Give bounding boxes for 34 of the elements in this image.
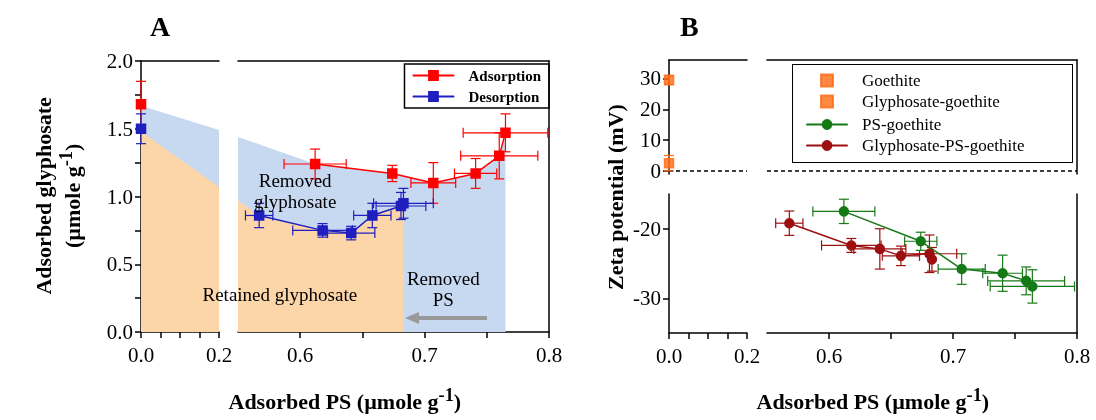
y-tick-label: 30 <box>640 66 661 91</box>
y-tick-label: 20 <box>640 97 661 122</box>
x-tick-label: 0.8 <box>535 342 563 367</box>
chart-title: A <box>150 11 171 43</box>
y-tick-label: 1.0 <box>106 184 133 209</box>
legend-label: PS-goethite <box>862 115 942 134</box>
x-tick-label: 0.6 <box>815 343 843 368</box>
x-axis-title: Adsorbed PS (µmole g$^{-1}$) <box>228 385 462 415</box>
x-tick-label: 0.7 <box>939 343 967 368</box>
chart-title: B <box>680 11 699 43</box>
y-tick-label: 0 <box>650 158 661 183</box>
y-tick-label: -30 <box>633 286 661 311</box>
y-axis-title: Zeta potential (mV) <box>602 104 628 290</box>
x-tick-label: 0.7 <box>411 342 438 367</box>
x-tick-label: 0.6 <box>287 342 314 367</box>
y-tick-label: 1.5 <box>106 116 133 141</box>
legend-label: Desorption <box>468 88 540 105</box>
legend-label: Adsorption <box>468 67 542 84</box>
annotation: Removed glyphosate <box>254 170 337 213</box>
legend-label: Goethite <box>862 71 921 90</box>
x-tick-label: 0.0 <box>127 342 155 367</box>
y-tick-label: 0.5 <box>106 252 133 277</box>
annotation: Retained glyphosate <box>202 283 358 306</box>
y-tick-label: 2.0 <box>106 49 133 73</box>
y-tick-label: 0.0 <box>106 320 133 344</box>
legend-label: Glyphosate-PS-goethite <box>862 136 1025 155</box>
y-tick-label: -20 <box>633 216 661 241</box>
annotation: Removed PS <box>406 268 480 312</box>
x-axis-title: Adsorbed PS (µmole g$^{-1}$) <box>756 385 990 415</box>
x-tick-label: 0.2 <box>733 343 761 368</box>
y-tick-label: 10 <box>640 128 661 153</box>
legend-label: Glyphosate-goethite <box>862 92 1000 111</box>
x-tick-label: 0.2 <box>205 342 233 367</box>
x-tick-label: 0.8 <box>1063 343 1091 368</box>
